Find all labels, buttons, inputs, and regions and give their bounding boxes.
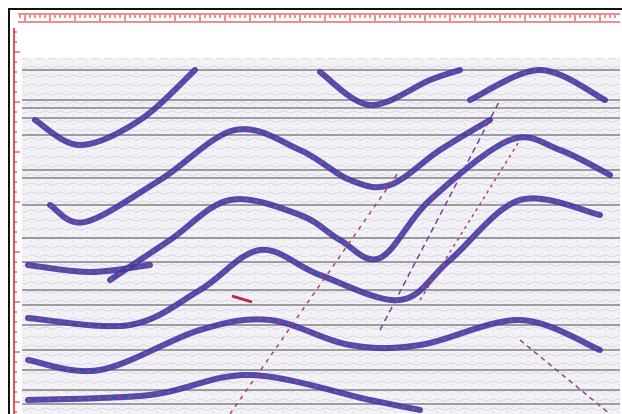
horizons	[25, 66, 613, 413]
horizon-trace	[34, 69, 196, 147]
rulers	[13, 13, 620, 414]
frame	[8, 8, 622, 414]
horizon-trace	[27, 197, 601, 328]
horizon-trace	[27, 318, 601, 373]
horizon-trace	[109, 136, 611, 281]
faults	[229, 99, 611, 414]
horizon-trace	[27, 373, 421, 411]
horizon-trace	[27, 264, 151, 274]
fault-line	[379, 99, 501, 331]
noise-field	[22, 58, 620, 414]
fault-line	[231, 294, 253, 304]
fault-line	[519, 339, 611, 414]
horizon-trace	[469, 68, 606, 101]
horizon	[317, 67, 463, 109]
horizon-trace	[49, 119, 491, 224]
